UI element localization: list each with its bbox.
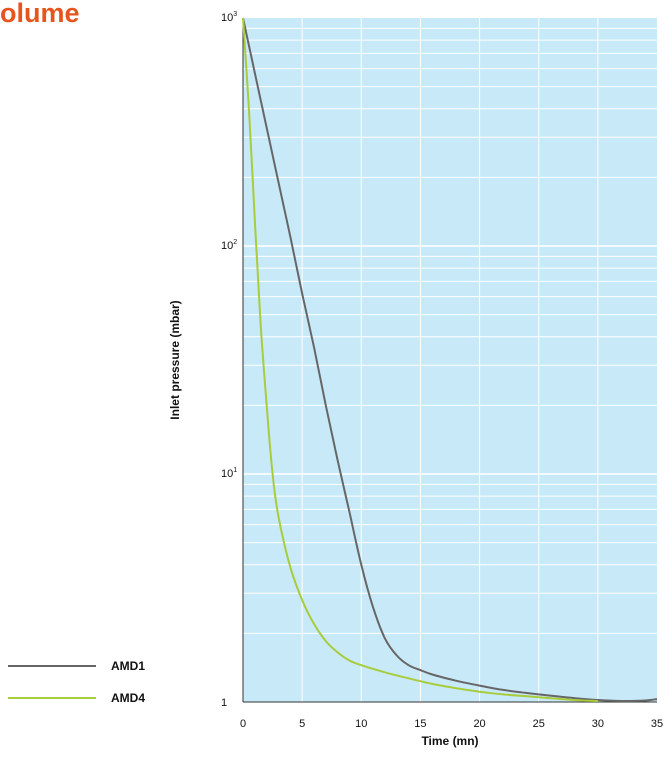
x-tick-label: 30 [592, 718, 604, 730]
page-heading: olume [0, 0, 80, 28]
x-axis-title: Time (mn) [421, 734, 478, 748]
y-tick-label: 102 [221, 239, 237, 252]
series-layer [242, 17, 658, 703]
x-tick-label: 0 [240, 718, 246, 730]
y-axis-title: Inlet pressure (mbar) [168, 300, 182, 419]
series-line-amd1 [242, 17, 658, 703]
y-tick-label: 1 [221, 697, 227, 709]
grid-lines [242, 18, 657, 703]
y-tick-exponent: 2 [233, 239, 237, 246]
plot-area [243, 18, 657, 702]
x-tick-label: 35 [651, 718, 663, 730]
legend-label-amd4: AMD4 [111, 691, 145, 705]
x-tick-label: 20 [473, 718, 485, 730]
y-tick-exponent: 3 [233, 11, 237, 18]
x-tick-label: 10 [355, 718, 367, 730]
y-tick-exponent: 1 [233, 467, 237, 474]
y-tick-label: 101 [221, 467, 237, 480]
legend: AMD1 AMD4 [8, 659, 145, 705]
x-tick-label: 15 [414, 718, 426, 730]
y-tick-label: 103 [221, 11, 237, 24]
x-tick-label: 5 [299, 718, 305, 730]
x-tick-label: 25 [533, 718, 545, 730]
series-line-amd4 [242, 17, 598, 702]
legend-label-amd1: AMD1 [111, 659, 145, 673]
